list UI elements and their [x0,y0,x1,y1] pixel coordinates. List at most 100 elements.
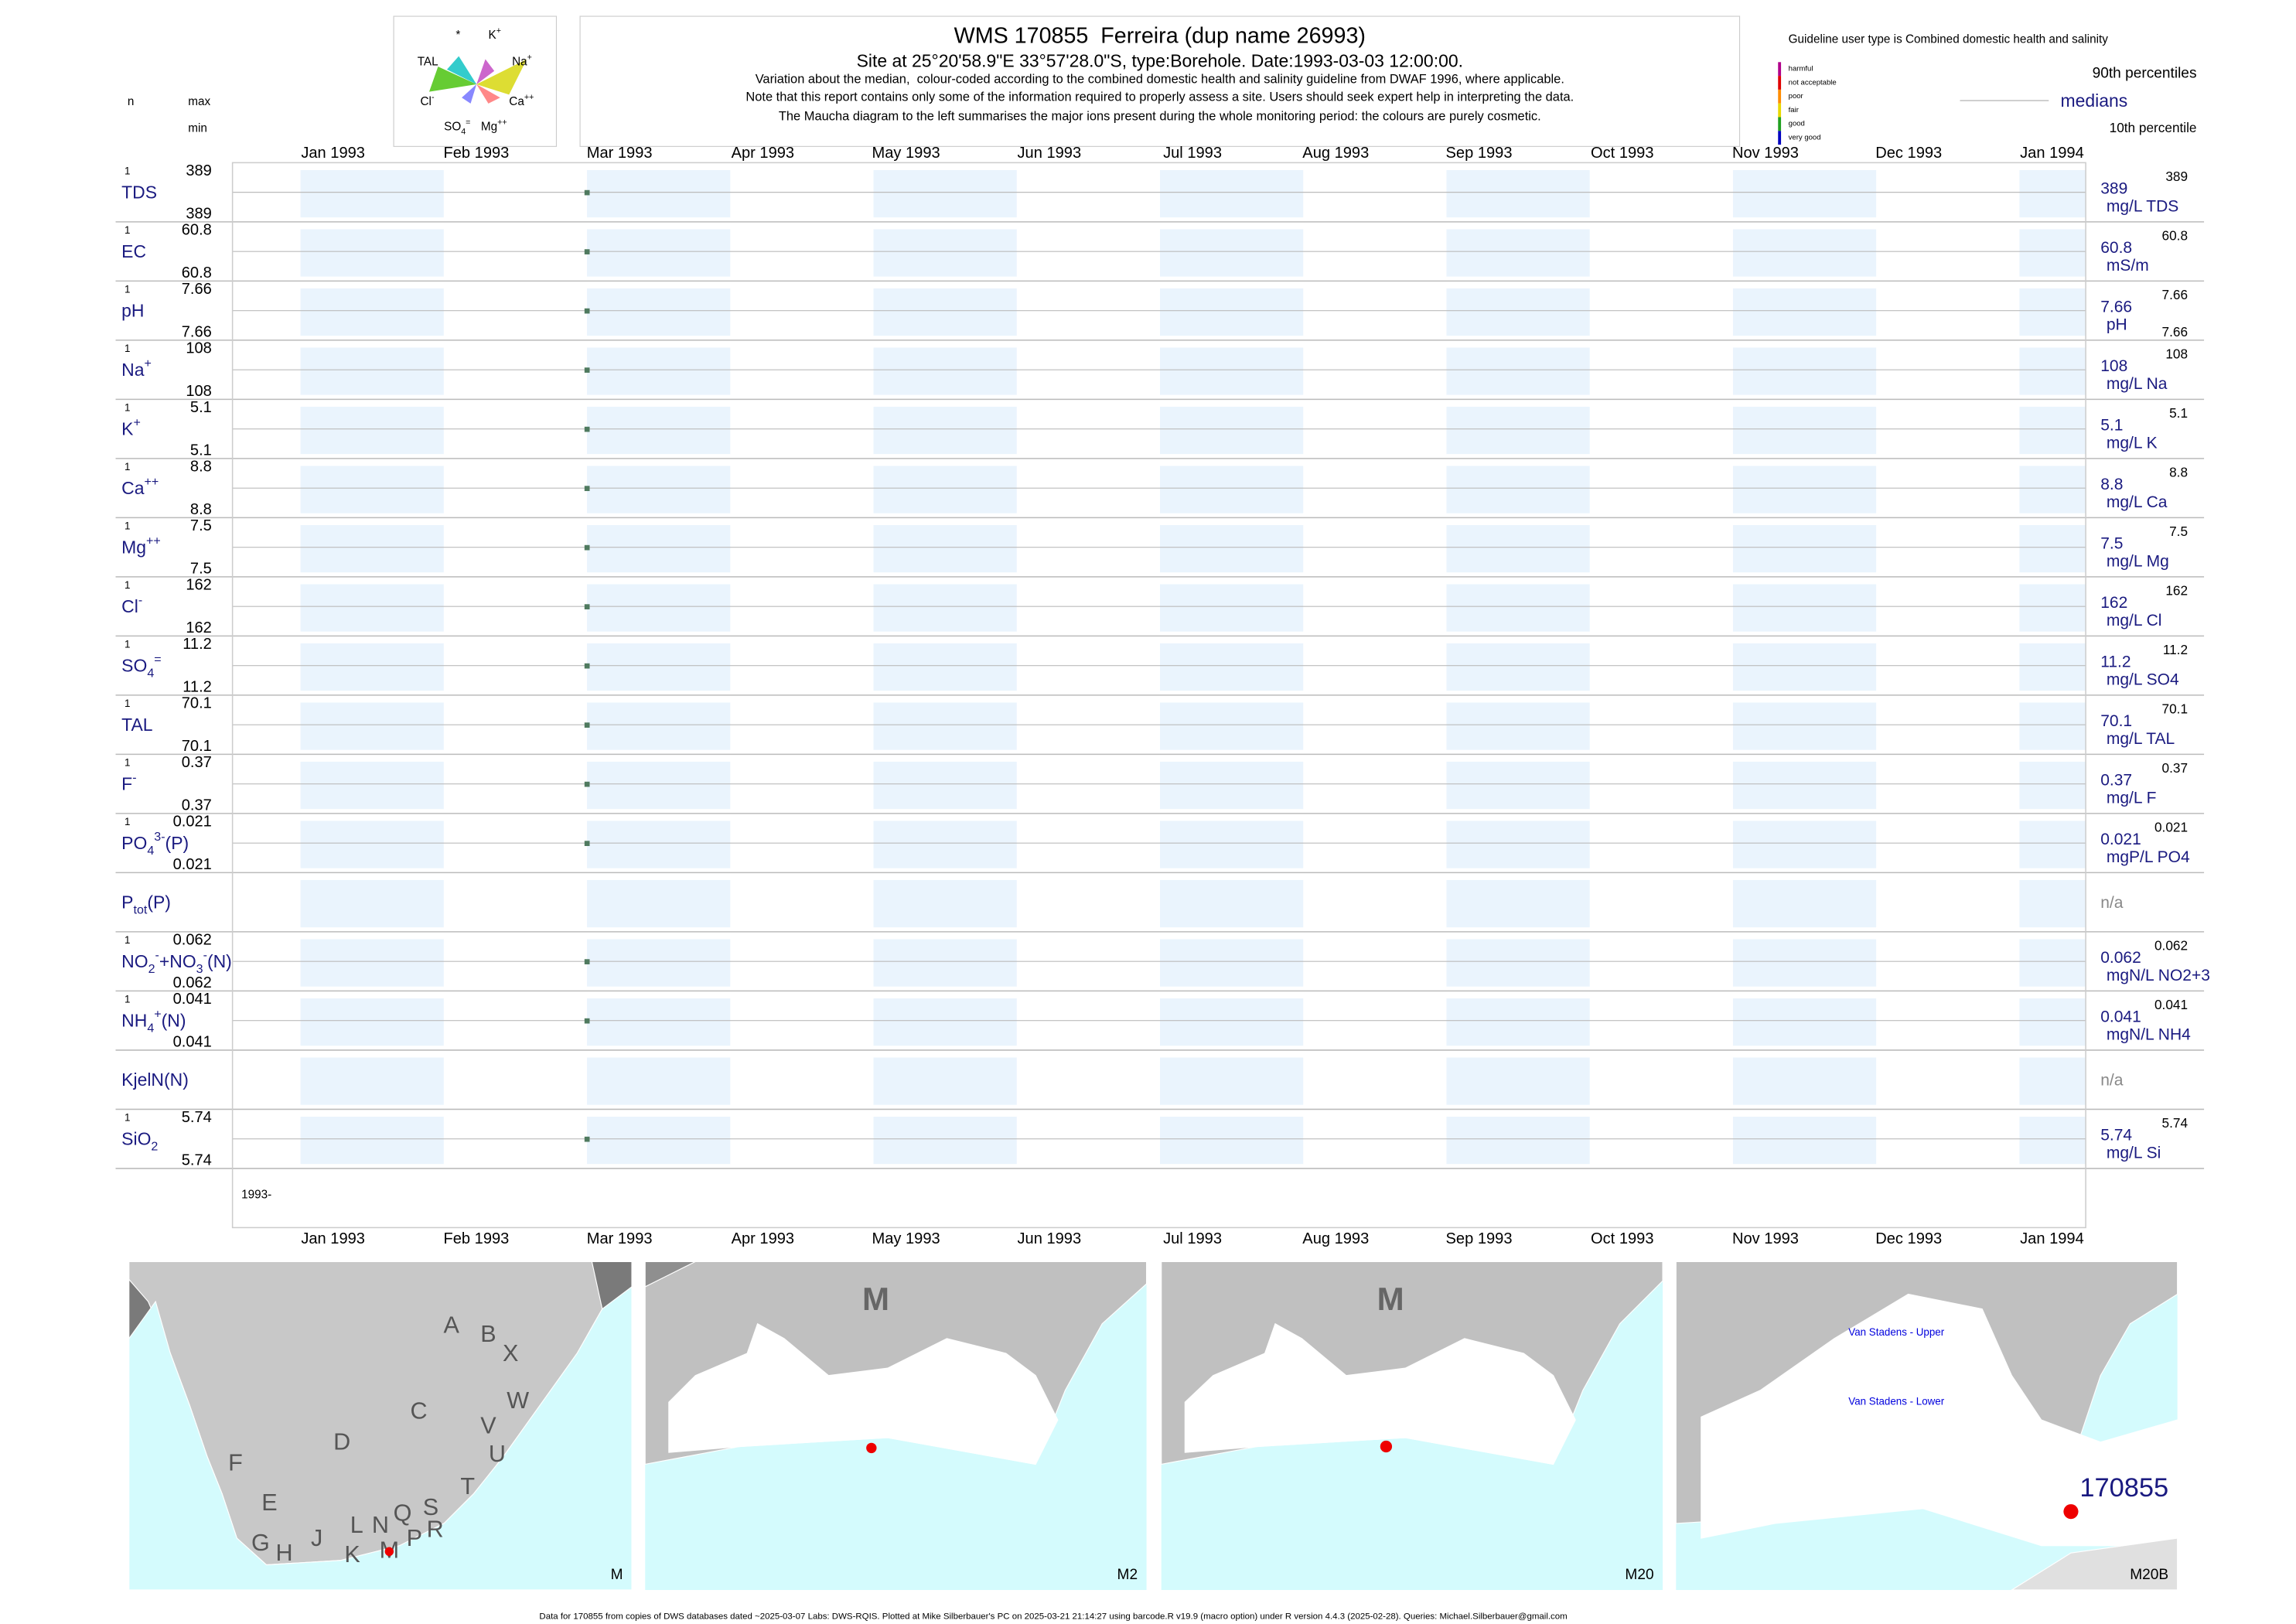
month-band [1159,998,1304,1046]
month-band [300,879,444,928]
label-part: 4 [147,1022,154,1035]
month-label: Sep 1993 [1446,145,1513,162]
map-name: M [611,1567,623,1583]
month-label: Aug 1993 [1302,145,1369,162]
row-unit: mg/L TDS [2107,197,2178,215]
month-band [300,939,444,987]
month-band [300,524,444,573]
row-right-max: 11.2 [2163,642,2188,657]
header-min: min [188,121,207,135]
label-part: = [466,118,470,127]
row-unit: mg/L Cl [2107,612,2162,629]
data-point [584,604,590,609]
guideline-label: harmful [1789,64,1813,73]
month-band [587,761,731,810]
month-band [587,998,731,1046]
month-label: Apr 1993 [732,1230,794,1247]
label-part: TAL [121,715,152,735]
label-part: TDS [121,183,157,203]
guideline-label: poor [1789,92,1804,101]
label-part: K [488,29,496,42]
month-band [1159,524,1304,573]
note: Variation about the median, colour-coded… [756,73,1564,87]
not-available: n/a [2100,1072,2124,1090]
data-point [584,189,590,196]
map-label: Q [394,1500,412,1527]
guideline-label: very good [1789,133,1821,142]
row-min: 70.1 [182,738,212,755]
row-median: 7.66 [2100,298,2132,316]
map-label: S [423,1494,438,1520]
month-band [1446,1057,1590,1105]
label-part: ++ [146,534,161,548]
month-band [1732,524,1877,573]
month-band [1446,939,1590,987]
row-unit: mg/L Na [2107,375,2168,393]
month-band [1446,347,1590,395]
row-label: SO4= [121,653,161,681]
legend-median: medians [2061,90,2128,111]
month-label: Jun 1993 [1018,1230,1082,1247]
row-min: 7.5 [190,561,212,578]
row-n: 1 [125,756,130,768]
row-min: 162 [186,619,212,636]
label-part: - [132,771,136,785]
label-part: 4 [147,667,154,681]
row-label: Ptot(P) [121,892,171,917]
row-label: NH4+(N) [121,1008,186,1035]
month-band [1159,229,1304,277]
row-unit: mg/L TAL [2107,730,2175,748]
guideline-swatch [1778,131,1782,145]
month-label: Mar 1993 [587,1230,653,1247]
row-right-max: 389 [2165,169,2188,184]
row-right-min: 7.66 [2162,324,2188,339]
month-band [587,406,731,455]
label-part: EC [121,241,146,261]
row-n: 1 [125,638,130,650]
month-band [1446,466,1590,513]
note: The Maucha diagram to the left summarise… [779,109,1541,123]
month-band [873,643,1017,691]
row-max: 8.8 [190,459,212,476]
row-min: 60.8 [182,264,212,281]
month-band [1159,879,1304,928]
row-min: 389 [186,206,212,223]
month-label: Apr 1993 [732,145,794,162]
label-part: P [121,892,133,913]
label-part: F [121,774,132,794]
row-max: 7.66 [182,281,212,298]
row-n: 1 [125,934,130,946]
month-band [2019,1057,2086,1105]
label-part: - [432,93,435,102]
month-band [300,821,444,868]
map-label: Van Stadens - Upper [1848,1326,1944,1338]
label-part: Mg [481,121,497,134]
month-band [300,1057,444,1105]
month-label: Nov 1993 [1732,145,1799,162]
label-part: 2 [151,1140,158,1154]
row-max: 108 [186,340,212,357]
label-part: tot [133,903,147,917]
label-part: + [527,53,532,62]
maucha-petal [428,67,477,92]
row-min: 0.062 [173,974,212,991]
guideline-swatch [1778,103,1782,118]
row-max: 0.021 [173,814,212,831]
maucha-petal [476,84,500,104]
map-label: P [407,1525,422,1551]
row-median: 108 [2100,357,2127,375]
row-right-max: 60.8 [2162,228,2188,244]
row-min: 5.1 [190,442,212,459]
header-max: max [188,95,210,108]
month-band [587,643,731,691]
month-band [1446,524,1590,573]
month-band [587,288,731,336]
month-band [1159,347,1304,395]
label-part: Na [512,55,527,68]
row-right-max: 5.1 [2169,405,2188,421]
data-point [584,722,590,728]
month-band [2019,466,2086,513]
map-dark [644,1261,696,1288]
row-right-max: 70.1 [2162,701,2188,717]
